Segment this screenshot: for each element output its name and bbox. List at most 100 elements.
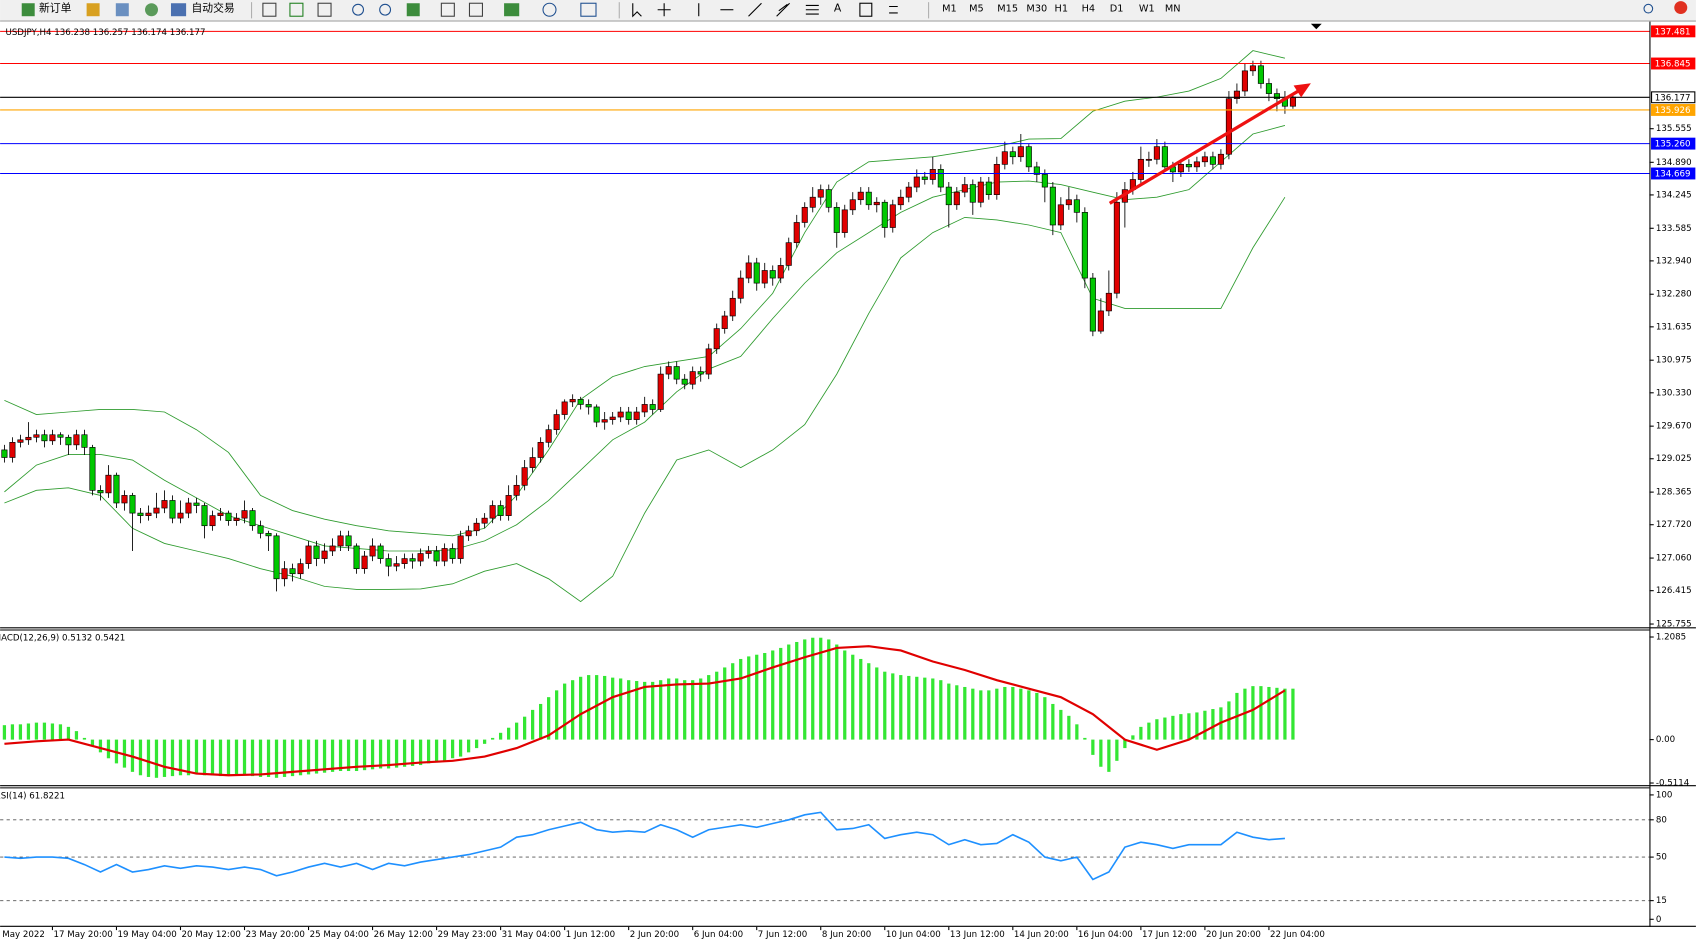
candle-body bbox=[209, 515, 216, 527]
y-tick-label: 50 bbox=[1656, 853, 1667, 863]
macd-bar bbox=[539, 703, 543, 740]
icon[interactable] bbox=[262, 2, 277, 17]
icon-trendline[interactable] bbox=[748, 2, 762, 17]
icon-autotrade[interactable] bbox=[170, 3, 187, 17]
candle-body bbox=[977, 181, 984, 203]
icon[interactable] bbox=[317, 2, 332, 17]
icon-arrows[interactable] bbox=[889, 5, 898, 14]
candle-body bbox=[617, 411, 624, 418]
macd-bar bbox=[466, 739, 471, 753]
x-tick-label: 16 Jun 04:00 bbox=[1078, 930, 1133, 940]
timeframe-button[interactable]: H4 bbox=[1082, 4, 1096, 15]
macd-bar bbox=[266, 739, 271, 777]
macd-bar bbox=[771, 650, 775, 740]
macd-signal bbox=[4, 645, 1286, 777]
icon[interactable] bbox=[86, 3, 100, 17]
macd-bar bbox=[34, 722, 39, 740]
icon-label[interactable] bbox=[859, 2, 873, 17]
icon-fibo[interactable] bbox=[805, 4, 819, 15]
candle-body bbox=[1153, 146, 1160, 160]
candle-body bbox=[457, 535, 464, 559]
macd-bar bbox=[450, 739, 455, 759]
macd-bar bbox=[643, 681, 647, 740]
candle-body bbox=[801, 206, 808, 223]
icon[interactable] bbox=[504, 3, 520, 17]
candle-body bbox=[985, 181, 992, 195]
candle-body bbox=[825, 189, 832, 208]
icon-cursor[interactable] bbox=[632, 3, 642, 18]
candle-body bbox=[1161, 146, 1168, 168]
candle-body bbox=[177, 512, 184, 519]
icon-text[interactable]: A bbox=[834, 2, 842, 15]
macd-bar bbox=[498, 732, 503, 740]
macd-bar bbox=[1075, 724, 1079, 740]
candle-body bbox=[529, 457, 536, 468]
macd-bar bbox=[1259, 686, 1263, 740]
macd-bar bbox=[779, 647, 783, 740]
icon[interactable] bbox=[406, 3, 420, 17]
icon-zoom-out[interactable] bbox=[379, 3, 392, 16]
timeframe-button[interactable]: M5 bbox=[969, 4, 984, 15]
timeframe-button[interactable]: W1 bbox=[1139, 4, 1155, 15]
y-tick-label: 126.415 bbox=[1656, 586, 1692, 596]
macd-bar bbox=[490, 737, 495, 740]
timeframe-button[interactable]: D1 bbox=[1110, 4, 1124, 15]
candle-body bbox=[361, 555, 368, 570]
candle-body bbox=[881, 201, 888, 228]
trend-arrow bbox=[1108, 87, 1304, 205]
x-tick-label: 20 Jun 20:00 bbox=[1206, 930, 1261, 940]
candle-body bbox=[1081, 212, 1088, 279]
macd-bar bbox=[611, 677, 615, 740]
macd-bar bbox=[683, 680, 687, 740]
macd-bar bbox=[859, 658, 863, 740]
icon-crosshair[interactable] bbox=[657, 3, 671, 17]
x-tick-label: 14 Jun 20:00 bbox=[1014, 930, 1069, 940]
macd-bar bbox=[1123, 739, 1127, 749]
icon-search[interactable] bbox=[1643, 3, 1654, 14]
candle-body bbox=[713, 328, 720, 350]
candle-body bbox=[1073, 199, 1080, 213]
candle-body bbox=[1225, 98, 1232, 155]
icon[interactable] bbox=[580, 2, 597, 17]
button-autotrade[interactable]: 自动交易 bbox=[192, 1, 235, 15]
candle-body bbox=[281, 568, 288, 580]
y-tick-label: 127.720 bbox=[1656, 520, 1692, 530]
timeframe-button[interactable]: MN bbox=[1165, 4, 1181, 15]
candle-body bbox=[1265, 83, 1272, 94]
macd-bar bbox=[258, 739, 263, 777]
macd-bar bbox=[619, 678, 623, 740]
icon[interactable] bbox=[440, 2, 455, 17]
macd-bar bbox=[370, 739, 375, 770]
icon-zoom-in[interactable] bbox=[352, 3, 365, 16]
timeframe-button[interactable]: H1 bbox=[1055, 4, 1069, 15]
candle-body bbox=[793, 222, 800, 244]
macd-bar bbox=[282, 739, 287, 777]
candle-body bbox=[649, 404, 656, 410]
icon-clock[interactable] bbox=[542, 2, 557, 17]
y-tick-label: 129.670 bbox=[1656, 422, 1692, 432]
icon-new-order[interactable] bbox=[21, 3, 35, 17]
macd-bar bbox=[571, 680, 575, 740]
macd-bar bbox=[563, 683, 567, 740]
icon-notify[interactable] bbox=[1674, 1, 1688, 15]
icon-channel[interactable] bbox=[776, 2, 790, 17]
macd-bar bbox=[691, 680, 695, 740]
candle-body bbox=[337, 535, 344, 547]
y-tick-label: -0.5114 bbox=[1656, 779, 1690, 789]
button-new-order[interactable]: 新订单 bbox=[39, 1, 72, 15]
macd-bar bbox=[474, 739, 479, 749]
macd-bar bbox=[867, 663, 871, 740]
icon[interactable] bbox=[145, 3, 158, 17]
candle-body bbox=[185, 502, 192, 514]
y-tick-label: 15 bbox=[1656, 896, 1667, 906]
macd-bar bbox=[1163, 717, 1167, 740]
timeframe-button[interactable]: M15 bbox=[997, 4, 1018, 15]
macd-bar bbox=[899, 675, 903, 740]
icon[interactable] bbox=[289, 2, 304, 17]
x-tick-label: 23 May 20:00 bbox=[246, 930, 305, 940]
icon[interactable] bbox=[115, 3, 129, 17]
timeframe-button[interactable]: M30 bbox=[1026, 4, 1047, 15]
icon[interactable] bbox=[468, 2, 483, 17]
macd-bar bbox=[1139, 726, 1143, 740]
timeframe-button[interactable]: M1 bbox=[942, 4, 957, 15]
